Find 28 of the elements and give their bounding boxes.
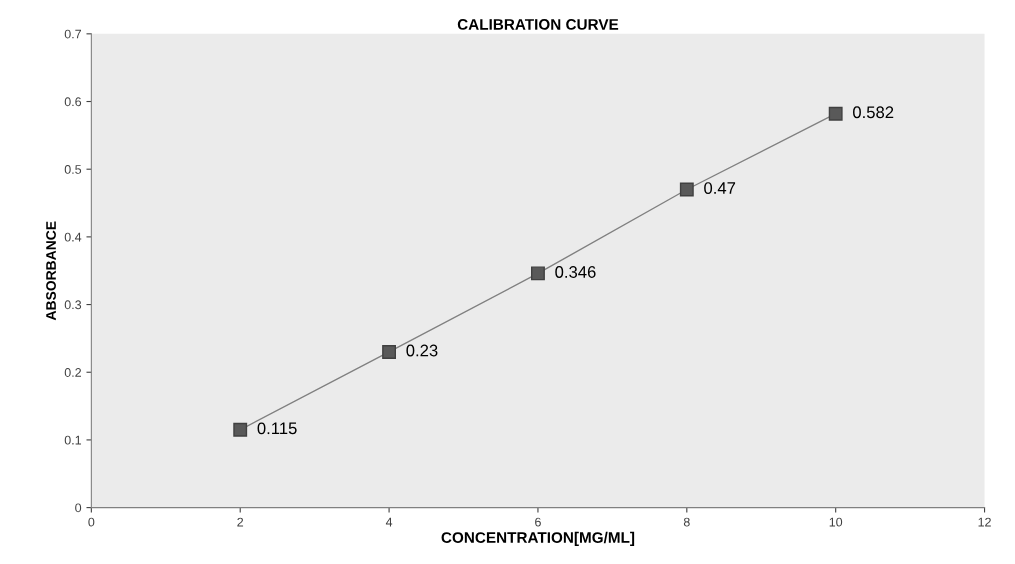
x-axis-title: CONCENTRATION[MG/ML] — [441, 531, 635, 546]
chart-title: CALIBRATION CURVE — [457, 19, 619, 30]
data-label: 0.582 — [853, 106, 894, 119]
y-tick-label: 0.3 — [64, 300, 82, 310]
point — [531, 266, 545, 281]
point — [828, 106, 843, 121]
point — [233, 422, 248, 437]
x-tick-label: 2 — [237, 517, 244, 527]
y-tick-label: 0.1 — [64, 435, 82, 445]
point — [382, 344, 397, 359]
point — [679, 182, 694, 197]
y-tick-label: 0 — [75, 503, 82, 513]
data-label: 0.47 — [704, 182, 736, 194]
x-tick-label: 10 — [829, 517, 843, 527]
x-tick-label: 12 — [978, 517, 991, 527]
data-label: 0.23 — [406, 344, 438, 357]
y-tick-label: 0.2 — [64, 368, 81, 377]
y-tick-label: 0.6 — [64, 97, 82, 107]
y-axis-title: ABSORBANCE — [46, 221, 56, 321]
y-tick-label: 0.5 — [64, 165, 82, 174]
x-tick-label: 0 — [88, 517, 95, 527]
y-tick-label: 0.4 — [64, 232, 82, 242]
data-label: 0.346 — [555, 266, 596, 278]
x-tick-label: 6 — [535, 517, 541, 527]
data-label: 0.115 — [257, 422, 297, 435]
x-tick-label: 8 — [683, 517, 690, 527]
y-tick-label: 0.7 — [64, 29, 81, 39]
x-tick-label: 4 — [385, 517, 393, 527]
